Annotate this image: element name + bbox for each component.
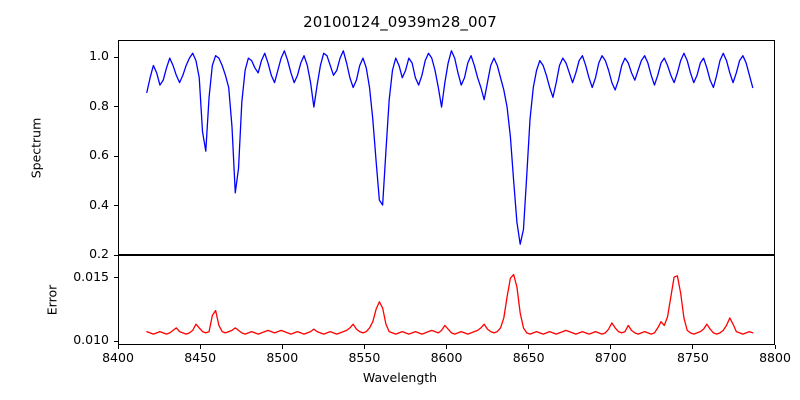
x-tick-label: 8750 (676, 350, 709, 365)
spectrum-y-tick-label: 0.4 (89, 196, 109, 212)
x-tick-label: 8700 (594, 350, 627, 365)
x-tick-label: 8600 (430, 350, 463, 365)
error-plot-area (119, 256, 774, 344)
x-tick-mark (692, 345, 694, 349)
page-title: 20100124_0939m28_007 (303, 13, 497, 31)
error-series-line (147, 275, 753, 334)
spectrum-y-tick-label: 0.6 (89, 147, 109, 163)
x-tick-label: 8500 (266, 350, 299, 365)
x-axis-label: Wavelength (362, 370, 438, 385)
x-tick-mark (610, 345, 612, 349)
spectrum-y-tick-label: 1.0 (89, 48, 109, 64)
x-tick-label: 8400 (102, 350, 134, 365)
spectrum-series-line (147, 51, 753, 244)
x-tick-label: 8650 (512, 350, 545, 365)
x-tick-label: 8800 (759, 350, 791, 365)
x-tick-mark (117, 345, 119, 349)
x-tick-label: 8550 (348, 350, 381, 365)
x-tick-mark (363, 345, 365, 349)
x-tick-mark (199, 345, 201, 349)
spectrum-axis-label: Spectrum (28, 117, 44, 179)
x-tick-mark (281, 345, 283, 349)
x-tick-label: 8450 (184, 350, 217, 365)
x-tick-mark (446, 345, 448, 349)
error-axis-label: Error (44, 284, 60, 316)
spectrum-y-tick-label: 0.8 (89, 97, 109, 113)
x-tick-mark (774, 345, 776, 349)
x-tick-mark (528, 345, 530, 349)
error-y-tick-label: 0.015 (73, 268, 109, 284)
error-panel (118, 255, 775, 345)
spectrum-panel (118, 40, 775, 255)
spectrum-y-tick-label: 0.2 (89, 246, 109, 261)
error-y-tick-label: 0.010 (73, 332, 109, 348)
spectrum-plot-area (119, 41, 774, 254)
